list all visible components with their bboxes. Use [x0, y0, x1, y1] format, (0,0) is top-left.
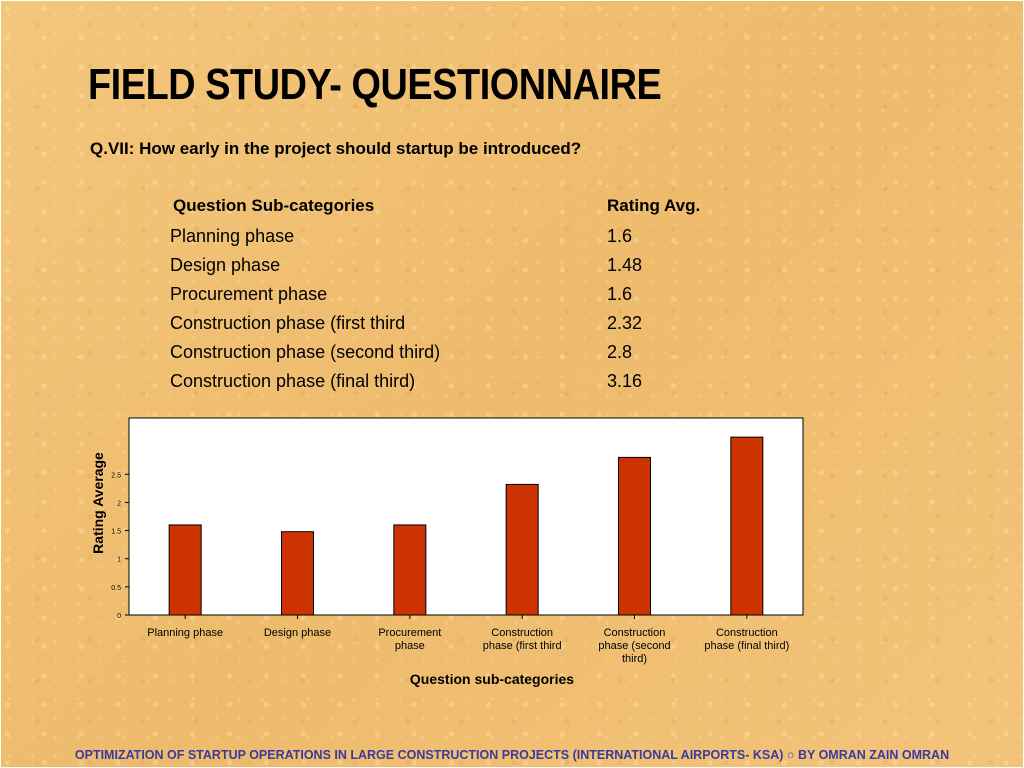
- bar: [281, 531, 314, 616]
- x-tick-label: Construction phase (second third): [598, 627, 670, 665]
- table-cell-rating: 1.6: [607, 226, 633, 246]
- bar: [505, 483, 539, 616]
- x-tick-label: Procurement phase: [378, 627, 441, 652]
- y-tick-label: 1.5: [111, 529, 121, 536]
- table-header-row: Question Sub-categories Rating Avg.: [170, 196, 730, 226]
- question-text: Q.VII: How early in the project should s…: [90, 139, 582, 158]
- x-tick-label: Design phase: [264, 627, 331, 639]
- table-row: Construction phase (first third 2.32: [170, 313, 730, 342]
- table-cell-category: Construction phase (first third: [170, 313, 406, 333]
- bar: [168, 524, 202, 616]
- y-tick-label: 0: [117, 613, 121, 620]
- table-row: Procurement phase 1.6: [170, 284, 730, 313]
- y-tick-label: 2.5: [111, 472, 121, 479]
- plot-area: [128, 417, 804, 616]
- y-tick-label: 1: [117, 557, 121, 564]
- slide-title: FIELD STUDY- QUESTIONNAIRE: [88, 60, 662, 109]
- table-row: Construction phase (final third) 3.16: [170, 371, 730, 400]
- slide-footer: OPTIMIZATION OF STARTUP OPERATIONS IN LA…: [74, 748, 950, 762]
- table-cell-category: Procurement phase: [170, 284, 328, 304]
- x-tick-label: Planning phase: [147, 627, 223, 639]
- y-tick-label: 0.5: [111, 585, 121, 592]
- table-cell-category: Design phase: [170, 255, 281, 275]
- table-row: Planning phase 1.6: [170, 226, 730, 255]
- table-cell-rating: 3.16: [607, 371, 643, 391]
- bar: [618, 456, 651, 616]
- y-tick-label: 2: [117, 500, 121, 507]
- x-tick-label: Construction phase (first third: [483, 627, 562, 652]
- bar: [393, 524, 427, 616]
- table-cell-rating: 1.6: [607, 284, 633, 304]
- table-cell-rating: 1.48: [607, 255, 643, 275]
- x-axis-title: Question sub-categories: [410, 671, 574, 687]
- table-cell-category: Construction phase (final third): [170, 371, 416, 391]
- table-cell-category: Planning phase: [170, 226, 295, 246]
- table-cell-rating: 2.32: [607, 313, 643, 333]
- table-cell-category: Construction phase (second third): [170, 342, 441, 362]
- table-header-rating: Rating Avg.: [607, 196, 701, 215]
- bar: [730, 436, 764, 616]
- y-axis-title: Rating Average: [90, 452, 106, 554]
- x-tick-label: Construction phase (final third): [704, 627, 789, 652]
- table-cell-rating: 2.8: [607, 342, 633, 362]
- table-header-category: Question Sub-categories: [173, 196, 375, 215]
- table-row: Design phase 1.48: [170, 255, 730, 284]
- ratings-table: Question Sub-categories Rating Avg. Plan…: [170, 196, 730, 400]
- table-row: Construction phase (second third) 2.8: [170, 342, 730, 371]
